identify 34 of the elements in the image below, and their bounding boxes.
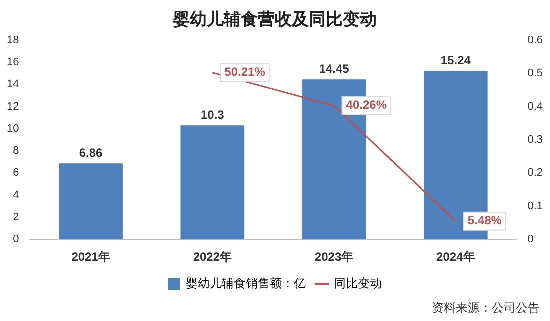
x-tick-label: 2023年	[314, 250, 354, 264]
x-tick-label: 2024年	[436, 250, 476, 264]
y2-tick-label: 0.6	[528, 34, 544, 46]
y-tick-label: 14	[6, 78, 20, 91]
text: 资料来源：公司公告	[431, 300, 541, 317]
y2-tick-label: 0.5	[528, 68, 544, 80]
y-tick-label: 10	[6, 122, 20, 135]
y-tick-label: 16	[6, 56, 20, 69]
y-tick-label: 18	[6, 34, 20, 46]
data-label: 5.48%	[468, 214, 502, 228]
y-tick-label: 0	[13, 234, 20, 246]
bar	[59, 164, 123, 240]
y-tick-label: 6	[13, 167, 20, 180]
data-label: 40.26%	[346, 98, 388, 112]
legend-label: 婴幼儿辅食销售额：亿	[186, 276, 306, 290]
y2-tick-label: 0	[528, 234, 534, 246]
bar	[180, 126, 245, 240]
y-tick-label: 8	[13, 145, 20, 158]
data-label: 14.45	[319, 62, 350, 76]
data-label: 15.24	[440, 53, 472, 68]
y2-tick-label: 0.1	[528, 200, 544, 212]
data-label: 50.21%	[224, 65, 266, 80]
y-tick-label: 12	[6, 100, 20, 113]
data-label: 10.3	[200, 108, 225, 122]
data-label: 6.86	[79, 146, 104, 160]
chart-title: 婴幼儿辅食营收及同比变动	[172, 10, 377, 29]
y2-tick-label: 0.4	[528, 100, 544, 113]
x-tick-label: 2021年	[72, 250, 110, 264]
y-tick-label: 2	[13, 212, 20, 224]
y2-tick-label: 0.2	[528, 167, 544, 180]
x-tick-label: 2022年	[193, 250, 232, 264]
y-tick-label: 4	[13, 189, 20, 202]
legend-label: 同比变动	[334, 276, 382, 290]
y2-tick-label: 0.3	[528, 134, 544, 146]
